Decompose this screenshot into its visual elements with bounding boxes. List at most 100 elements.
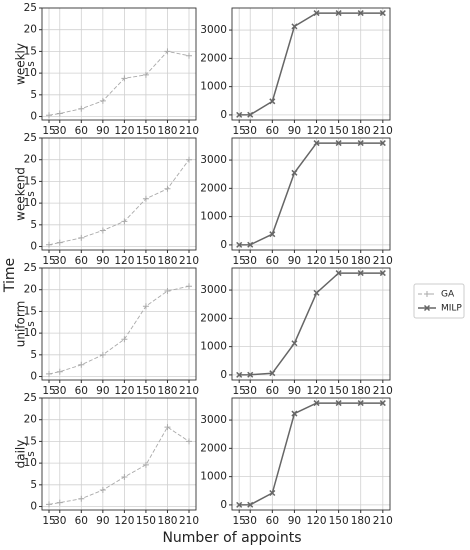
data-point bbox=[121, 336, 128, 343]
y-tick-label: 5 bbox=[30, 479, 37, 491]
data-point bbox=[56, 368, 63, 375]
x-tick-label: 15 bbox=[232, 515, 245, 527]
data-point bbox=[313, 400, 320, 407]
x-tick-label: 90 bbox=[96, 515, 109, 527]
x-tick-label: 120 bbox=[114, 515, 134, 527]
x-tick-label: 150 bbox=[329, 385, 349, 397]
x-tick-label: 120 bbox=[307, 515, 327, 527]
data-point bbox=[186, 283, 192, 290]
data-point bbox=[46, 370, 52, 377]
legend-marker bbox=[423, 304, 431, 312]
y-unit: s bbox=[25, 451, 37, 456]
x-tick-label: 210 bbox=[179, 255, 199, 267]
x-tick-label: 60 bbox=[75, 385, 88, 397]
x-tick-label: 180 bbox=[351, 515, 371, 527]
series-line bbox=[48, 426, 190, 505]
x-tick-label: 150 bbox=[136, 255, 156, 267]
x-tick-label: 180 bbox=[351, 125, 371, 137]
data-point bbox=[357, 400, 364, 407]
y-tick-label: 25 bbox=[24, 262, 37, 274]
y-tick-label: 0 bbox=[30, 241, 37, 253]
y-tick-label: 0 bbox=[220, 499, 227, 511]
data-point bbox=[335, 400, 342, 407]
plot-frame bbox=[41, 137, 197, 251]
x-tick-label: 210 bbox=[373, 255, 393, 267]
x-tick-label: 15 bbox=[42, 385, 55, 397]
x-tick-label: 120 bbox=[307, 385, 327, 397]
data-point bbox=[269, 231, 276, 238]
y-tick-label: 10 bbox=[24, 327, 37, 339]
data-point bbox=[269, 370, 276, 377]
y-tick-label: 20 bbox=[24, 154, 37, 166]
x-tick-label: 15 bbox=[42, 515, 55, 527]
data-point bbox=[291, 340, 298, 347]
data-point bbox=[247, 501, 254, 508]
data-point bbox=[247, 111, 254, 118]
y-unit: s bbox=[25, 321, 37, 326]
data-point bbox=[164, 185, 171, 192]
data-point bbox=[78, 234, 85, 241]
x-tick-label: 150 bbox=[136, 515, 156, 527]
data-point bbox=[46, 501, 52, 508]
x-tick-label: 210 bbox=[373, 385, 393, 397]
y-tick-label: 20 bbox=[24, 24, 37, 36]
row-label: weekly bbox=[14, 43, 28, 85]
x-tick-label: 90 bbox=[288, 385, 301, 397]
data-point bbox=[78, 361, 85, 368]
data-point bbox=[164, 48, 171, 55]
row-label: daily bbox=[14, 440, 28, 469]
x-tick-label: 30 bbox=[53, 385, 66, 397]
data-point bbox=[236, 241, 243, 248]
data-point bbox=[335, 10, 342, 17]
x-tick-label: 90 bbox=[96, 255, 109, 267]
data-point bbox=[142, 461, 149, 468]
data-point bbox=[236, 371, 243, 378]
data-point bbox=[247, 371, 254, 378]
legend: GA MILP bbox=[413, 283, 465, 319]
y-tick-label: 1000 bbox=[200, 81, 227, 93]
x-tick-label: 90 bbox=[288, 255, 301, 267]
y-tick-label: 2000 bbox=[200, 442, 227, 454]
x-tick-label: 180 bbox=[351, 255, 371, 267]
data-point bbox=[121, 75, 128, 82]
data-point bbox=[142, 71, 149, 78]
y-tick-label: 1000 bbox=[200, 211, 227, 223]
x-tick-label: 210 bbox=[373, 125, 393, 137]
y-tick-label: 10 bbox=[24, 67, 37, 79]
data-point bbox=[186, 52, 192, 59]
x-tick-label: 30 bbox=[244, 515, 257, 527]
y-tick-label: 3000 bbox=[200, 24, 227, 36]
data-point bbox=[99, 487, 106, 494]
y-tick-label: 0 bbox=[220, 369, 227, 381]
data-point bbox=[313, 140, 320, 147]
x-tick-label: 180 bbox=[157, 385, 177, 397]
y-tick-label: 0 bbox=[30, 501, 37, 513]
x-tick-label: 90 bbox=[96, 125, 109, 137]
x-tick-label: 30 bbox=[244, 385, 257, 397]
y-tick-label: 0 bbox=[30, 111, 37, 123]
data-point bbox=[269, 489, 276, 497]
plot-frame bbox=[231, 397, 391, 511]
plot-frame bbox=[41, 7, 197, 121]
y-tick-label: 5 bbox=[30, 219, 37, 231]
data-point bbox=[357, 140, 364, 147]
x-tick-label: 60 bbox=[75, 515, 88, 527]
y-tick-label: 5 bbox=[30, 349, 37, 361]
y-tick-label: 5 bbox=[30, 89, 37, 101]
x-tick-label: 15 bbox=[42, 125, 55, 137]
y-tick-label: 15 bbox=[24, 435, 37, 447]
data-point bbox=[357, 270, 364, 277]
y-tick-label: 1000 bbox=[200, 341, 227, 353]
y-tick-label: 10 bbox=[24, 457, 37, 469]
y-tick-label: 20 bbox=[24, 414, 37, 426]
x-tick-label: 30 bbox=[244, 255, 257, 267]
y-tick-label: 15 bbox=[24, 45, 37, 57]
data-point bbox=[142, 195, 149, 202]
